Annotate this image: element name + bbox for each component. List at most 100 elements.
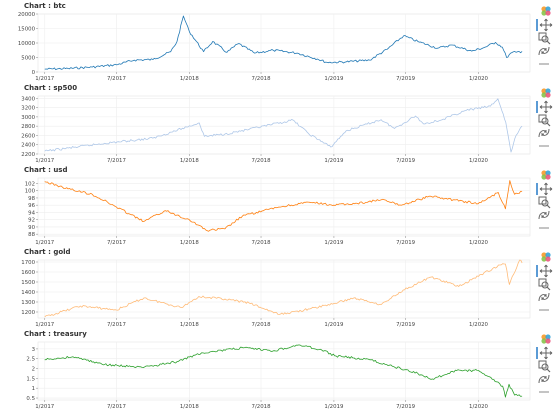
y-tick-label: 15000 — [18, 27, 36, 33]
data-point — [403, 35, 404, 36]
x-tick-label: 1/2019 — [324, 76, 344, 82]
y-tick-label: 0.5 — [26, 396, 35, 402]
data-point — [498, 192, 499, 193]
data-point — [44, 317, 45, 318]
x-tick-label: 1/2019 — [324, 322, 344, 328]
data-point — [333, 205, 334, 206]
bokeh-logo-icon[interactable] — [536, 6, 552, 18]
pan-tool-icon[interactable] — [536, 346, 554, 360]
chart-toolbar — [536, 170, 556, 236]
data-point — [165, 210, 166, 211]
data-point — [522, 396, 523, 397]
y-tick-label: 1400 — [21, 290, 35, 296]
reset-tool-icon[interactable] — [536, 127, 552, 139]
data-point — [183, 16, 184, 17]
data-point — [522, 263, 523, 264]
y-tick-label: 88 — [28, 232, 35, 238]
data-point — [226, 52, 227, 53]
chart-title: Chart : gold — [24, 248, 71, 256]
pan-tool-icon[interactable] — [536, 264, 554, 278]
data-point — [68, 188, 69, 189]
data-point — [509, 180, 510, 181]
data-point — [430, 379, 431, 380]
bokeh-logo-icon[interactable] — [536, 252, 552, 264]
x-tick-label: 1/2020 — [469, 322, 489, 328]
data-point — [369, 359, 370, 360]
data-point — [243, 347, 244, 348]
chart-panel: Chart : gold 1200 1300 1400 1500 1600 1700 1/20… — [0, 248, 560, 330]
data-point — [484, 47, 485, 48]
chart-plot[interactable]: 0 5000 10000 15000 20000 1/2017 7/2017 1/2018 7/… — [0, 2, 560, 84]
reset-tool-icon[interactable] — [536, 291, 552, 303]
data-point — [505, 397, 506, 398]
data-point — [417, 373, 418, 374]
x-tick-label: 7/2019 — [396, 76, 416, 82]
help-tool-icon[interactable] — [536, 304, 552, 316]
data-point — [516, 135, 517, 136]
bokeh-logo-icon[interactable] — [536, 334, 552, 346]
chart-toolbar — [536, 6, 556, 72]
help-tool-icon[interactable] — [536, 58, 552, 70]
data-point — [346, 61, 347, 62]
data-point — [401, 205, 402, 206]
data-point — [104, 364, 105, 365]
y-tick-label: 3200 — [21, 106, 35, 112]
data-point — [466, 110, 467, 111]
y-tick-label: 2600 — [21, 133, 35, 139]
data-point — [506, 57, 507, 58]
x-tick-label: 1/2020 — [469, 404, 489, 410]
chart-toolbar — [536, 252, 556, 318]
data-point — [44, 181, 45, 182]
y-tick-label: 20000 — [18, 12, 36, 18]
x-tick-label: 7/2019 — [396, 240, 416, 246]
data-point — [499, 265, 500, 266]
y-tick-label: 94 — [28, 210, 35, 216]
pan-tool-icon[interactable] — [536, 18, 554, 32]
data-point — [152, 138, 153, 139]
x-tick-label: 1/2019 — [324, 158, 344, 164]
y-tick-label: 1300 — [21, 300, 35, 306]
reset-tool-icon[interactable] — [536, 45, 552, 57]
y-tick-label: 102 — [25, 181, 35, 187]
help-tool-icon[interactable] — [536, 386, 552, 398]
data-point — [44, 359, 45, 360]
x-tick-label: 1/2019 — [324, 404, 344, 410]
data-point — [207, 230, 208, 231]
zoom-tool-icon[interactable] — [536, 114, 552, 127]
data-point — [369, 60, 370, 61]
zoom-tool-icon[interactable] — [536, 278, 552, 291]
pan-tool-icon[interactable] — [536, 182, 554, 196]
zoom-tool-icon[interactable] — [536, 196, 552, 209]
data-point — [481, 274, 482, 275]
chart-plot[interactable]: 0.5 1 1.5 2 2.5 3 1/2017 7/2017 1/2018 7/2018 1/20… — [0, 330, 560, 412]
reset-tool-icon[interactable] — [536, 209, 552, 221]
x-tick-label: 1/2020 — [469, 158, 489, 164]
data-point — [509, 284, 510, 285]
chart-plot[interactable]: 1200 1300 1400 1500 1600 1700 1/2017 7/2017 1/20… — [0, 248, 560, 330]
series-line — [44, 259, 523, 318]
data-point — [309, 309, 310, 310]
reset-tool-icon[interactable] — [536, 373, 552, 385]
x-tick-label: 1/2017 — [35, 76, 54, 82]
data-point — [437, 48, 438, 49]
data-point — [381, 304, 382, 305]
plot-area — [37, 341, 531, 401]
y-tick-label: 2400 — [21, 143, 35, 149]
pan-tool-icon[interactable] — [536, 100, 554, 114]
zoom-tool-icon[interactable] — [536, 32, 552, 45]
bokeh-logo-icon[interactable] — [536, 170, 552, 182]
data-point — [505, 122, 506, 123]
data-point — [134, 60, 135, 61]
help-tool-icon[interactable] — [536, 222, 552, 234]
chart-plot[interactable]: 2200 2400 2600 2800 3000 3200 3400 1/2017 7/2017… — [0, 84, 560, 166]
data-point — [279, 314, 280, 315]
zoom-tool-icon[interactable] — [536, 360, 552, 373]
y-tick-label: 98 — [28, 196, 35, 202]
data-point — [381, 119, 382, 120]
x-tick-label: 1/2017 — [35, 240, 54, 246]
data-point — [308, 133, 309, 134]
help-tool-icon[interactable] — [536, 140, 552, 152]
x-tick-label: 1/2017 — [35, 404, 54, 410]
bokeh-logo-icon[interactable] — [536, 88, 552, 100]
